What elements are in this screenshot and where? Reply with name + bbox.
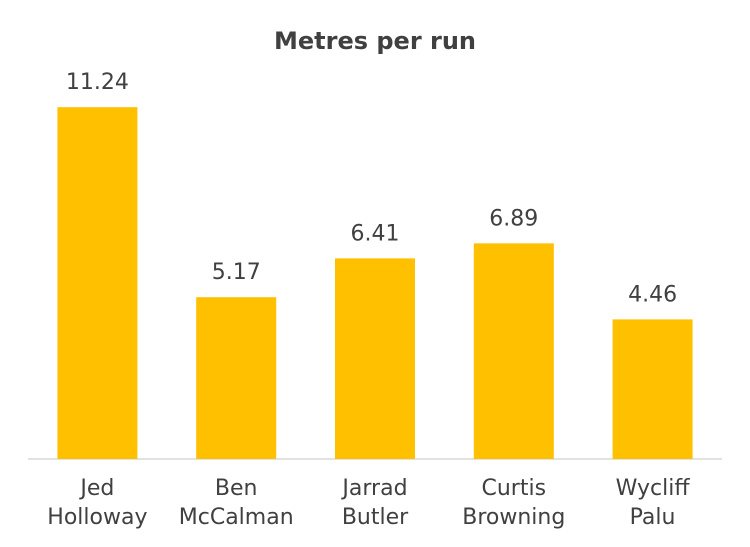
x-tick-label-box: Jed Holloway [28, 474, 167, 532]
x-tick-label: Curtis Browning [462, 476, 566, 530]
value-label: 6.41 [351, 221, 400, 246]
x-tick-label: Jed Holloway [47, 476, 148, 530]
bar [473, 243, 554, 459]
chart-title: Metres per run [274, 27, 476, 55]
bar [335, 258, 415, 459]
value-label: 6.89 [489, 206, 538, 231]
x-tick-label-box: Jarrad Butler [306, 474, 445, 532]
x-tick-label: Jarrad Butler [341, 476, 409, 530]
value-label: 11.24 [66, 70, 129, 95]
x-tick-label-box: Curtis Browning [444, 474, 583, 532]
bar [612, 319, 693, 459]
value-label: 5.17 [212, 260, 261, 285]
bar [196, 297, 277, 459]
x-tick-label: Ben McCalman [178, 476, 294, 530]
x-tick-label-box: Ben McCalman [167, 474, 306, 532]
bar [57, 107, 138, 460]
x-tick-label: Wycliff Palu [615, 476, 690, 530]
value-label: 4.46 [628, 282, 677, 307]
x-tick-label-box: Wycliff Palu [583, 474, 722, 532]
